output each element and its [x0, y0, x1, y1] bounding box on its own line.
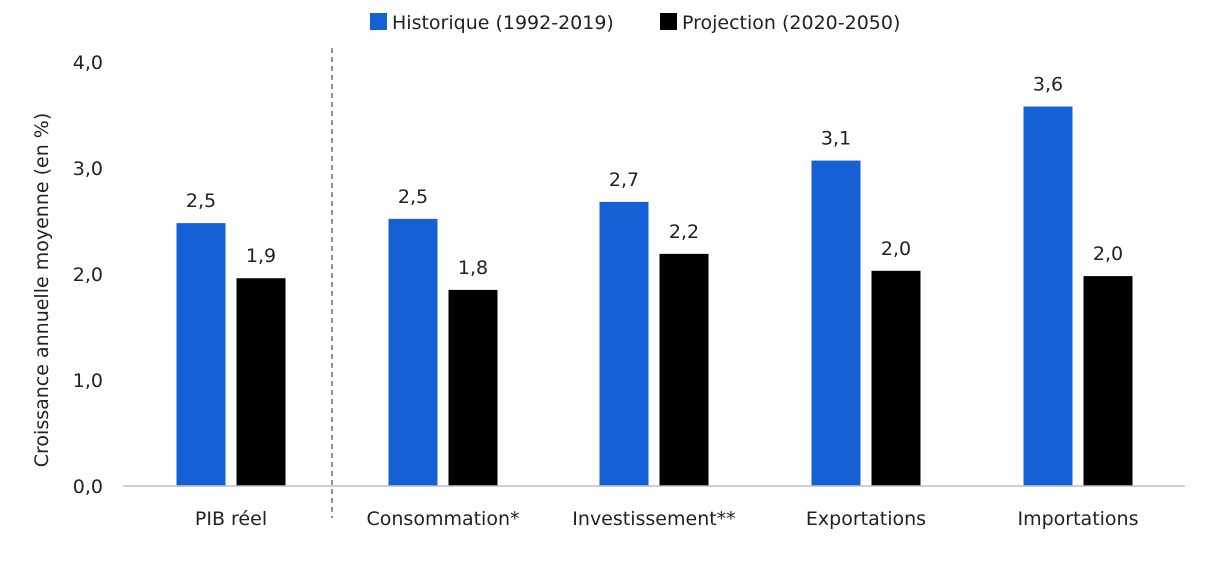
bar-historique — [176, 223, 226, 486]
value-label: 1,9 — [246, 245, 276, 267]
y-tick-label: 1,0 — [73, 370, 103, 392]
legend: Historique (1992-2019) Projection (2020-… — [370, 12, 900, 34]
y-axis-title: Croissance annuelle moyenne (en %) — [31, 113, 53, 468]
legend-label-historique: Historique (1992-2019) — [392, 12, 614, 34]
y-tick-label: 4,0 — [73, 52, 103, 74]
y-axis: 0,0 1,0 2,0 3,0 4,0 — [73, 52, 103, 498]
value-label: 2,0 — [881, 238, 911, 260]
value-label: 2,5 — [398, 186, 428, 208]
bar-projection — [871, 270, 921, 486]
value-label: 2,0 — [1093, 243, 1123, 265]
bar-projection — [236, 278, 286, 486]
value-label: 2,7 — [609, 169, 639, 191]
bar-historique — [811, 160, 861, 486]
value-label: 3,1 — [821, 128, 851, 150]
bar-projection — [448, 289, 498, 486]
value-label: 1,8 — [458, 257, 488, 279]
bar-projection — [659, 253, 709, 486]
legend-swatch-projection — [660, 13, 677, 30]
x-category-label: Importations — [1018, 508, 1139, 530]
bar-historique — [1023, 106, 1073, 487]
y-tick-label: 3,0 — [73, 158, 103, 180]
y-tick-label: 2,0 — [73, 264, 103, 286]
value-label: 2,2 — [669, 221, 699, 243]
legend-label-projection: Projection (2020-2050) — [682, 12, 900, 34]
bar-projection — [1083, 276, 1133, 486]
bar-historique — [599, 201, 649, 487]
x-category-label: Investissement** — [572, 508, 735, 530]
value-label: 2,5 — [186, 190, 216, 212]
x-axis: PIB réel Consommation* Investissement** … — [195, 508, 1139, 530]
bars: 2,5 1,9 2,5 1,8 2,7 2,2 3,1 2,0 3,6 2,0 — [176, 74, 1133, 487]
y-tick-label: 0,0 — [73, 476, 103, 498]
bar-historique — [388, 218, 438, 486]
value-label: 3,6 — [1033, 74, 1063, 96]
x-category-label: Consommation* — [366, 508, 519, 530]
x-category-label: PIB réel — [195, 508, 267, 530]
legend-swatch-historique — [370, 13, 387, 30]
x-category-label: Exportations — [806, 508, 926, 530]
